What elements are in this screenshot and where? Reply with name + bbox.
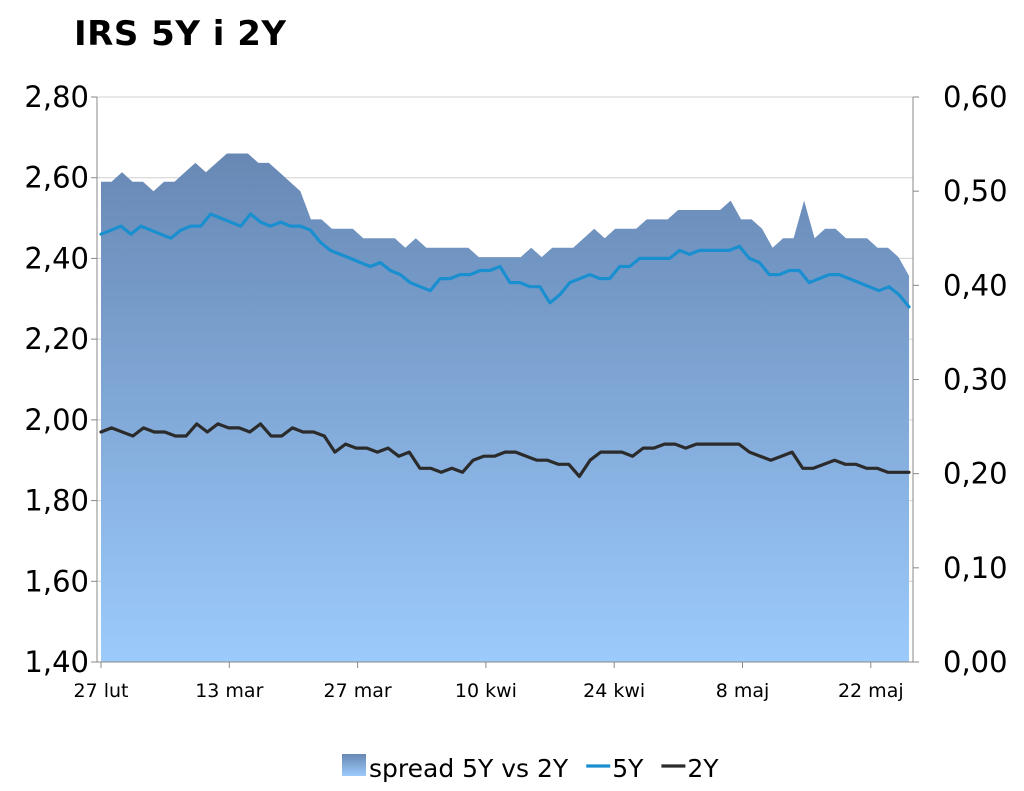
- spread-area: [101, 153, 909, 662]
- left-tick-label: 2,00: [24, 403, 89, 437]
- right-tick-label: 0,20: [943, 457, 1008, 491]
- chart-title: IRS 5Y i 2Y: [74, 14, 287, 54]
- series-line-2y: [99, 422, 911, 478]
- series-line-5y: [99, 212, 911, 309]
- legend-label-5y: 5Y: [612, 754, 644, 783]
- left-axis-ticks: 1,40 1,60 1,80 2,00 2,20 2,40 2,60 2,80: [24, 80, 97, 679]
- x-tick-label: 27 lut: [74, 680, 129, 702]
- spread-area-layer: [101, 153, 909, 662]
- right-tick-label: 0,40: [943, 268, 1008, 302]
- x-tick-label: 13 mar: [195, 680, 263, 702]
- right-tick-label: 0,00: [943, 645, 1008, 679]
- left-tick-label: 2,80: [24, 80, 89, 114]
- legend-swatch-spread: [342, 754, 366, 776]
- left-tick-label: 2,60: [24, 161, 89, 195]
- left-tick-label: 1,80: [24, 484, 89, 518]
- legend: spread 5Y vs 2Y 5Y 2Y: [342, 754, 719, 783]
- left-tick-label: 1,40: [24, 645, 89, 679]
- x-tick-label: 8 maj: [716, 680, 770, 702]
- left-tick-label: 2,20: [24, 322, 89, 356]
- right-tick-label: 0,50: [943, 174, 1008, 208]
- right-axis-ticks: 0,00 0,10 0,20 0,30 0,40 0,50 0,60: [913, 80, 1008, 679]
- x-axis-ticks: 27 lut 13 mar 27 mar 10 kwi 24 kwi 8 maj 22 ma…: [74, 662, 904, 702]
- right-tick-label: 0,10: [943, 551, 1008, 585]
- x-tick-label: 24 kwi: [583, 680, 645, 702]
- x-tick-label: 10 kwi: [455, 680, 517, 702]
- right-tick-label: 0,30: [943, 363, 1008, 397]
- x-tick-label: 27 mar: [324, 680, 392, 702]
- legend-label-2y: 2Y: [687, 754, 719, 783]
- right-tick-label: 0,60: [943, 80, 1008, 114]
- left-tick-label: 2,40: [24, 241, 89, 275]
- x-tick-label: 22 maj: [838, 680, 904, 702]
- legend-label-spread-5y-vs-2y: spread 5Y vs 2Y: [369, 754, 569, 783]
- left-tick-label: 1,60: [24, 564, 89, 598]
- series-lines-layer: [99, 212, 911, 478]
